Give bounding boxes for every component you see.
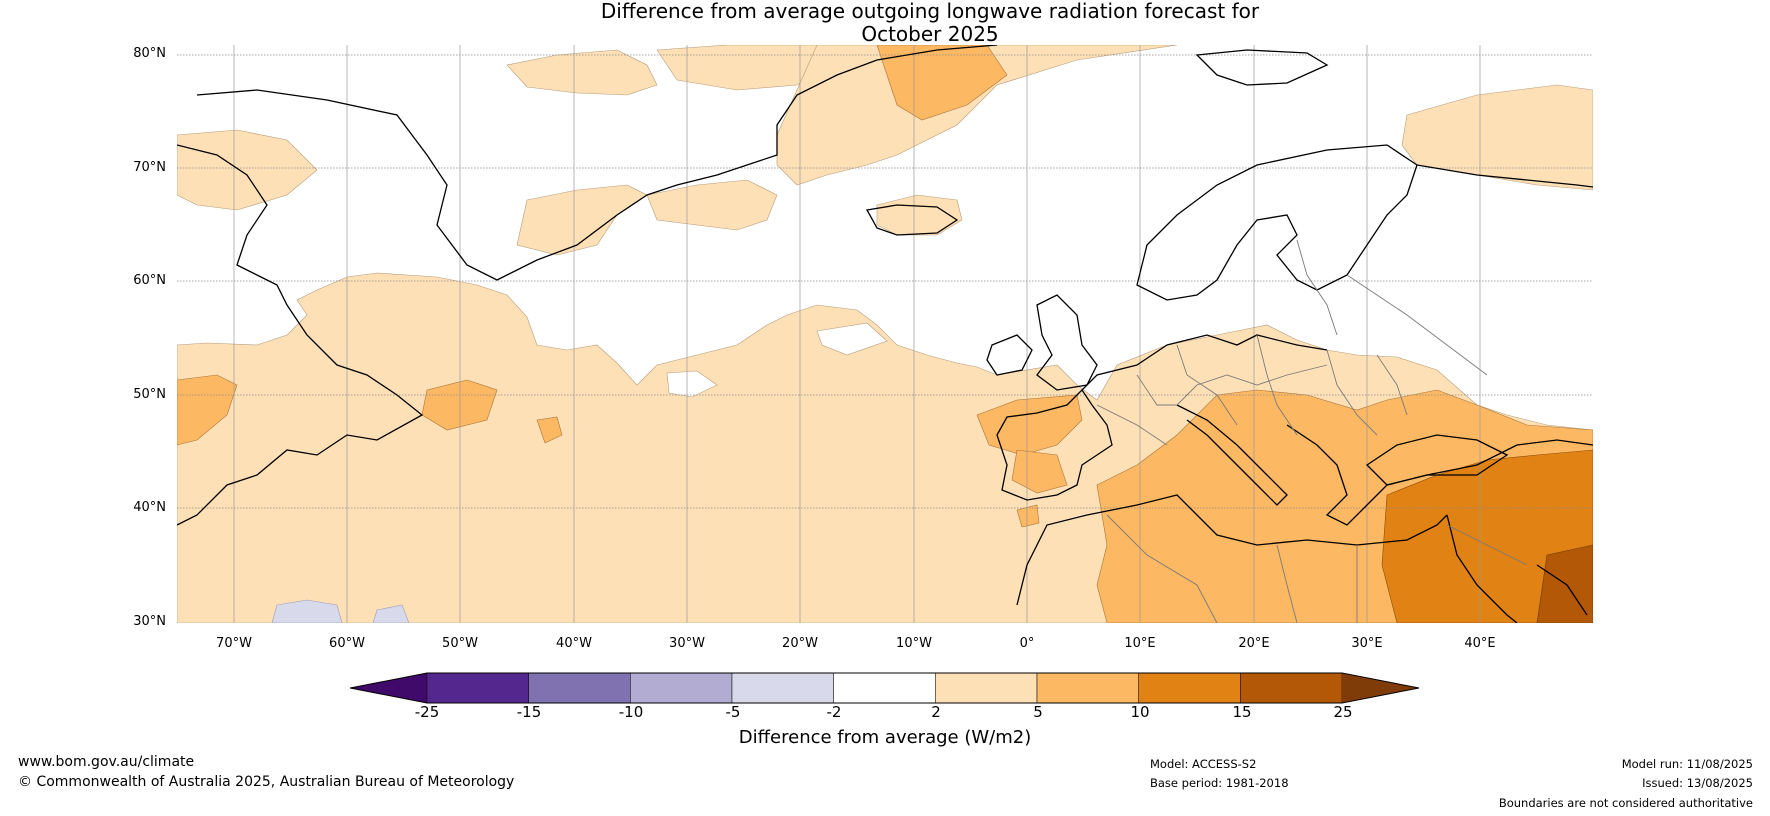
colorbar-tick-25: 25 <box>1333 703 1353 721</box>
latitude-gridlines <box>177 54 1593 509</box>
footer-url: www.bom.gov.au/climate <box>18 754 195 770</box>
europe-coast <box>1081 334 1328 391</box>
colorbar-segment <box>426 672 529 704</box>
colorbar-tick-minus10: -10 <box>618 703 644 721</box>
coastlines <box>177 45 1593 623</box>
italy-coast <box>1176 404 1288 506</box>
colorbar-segment <box>935 672 1038 704</box>
colorbar-outline <box>350 672 1420 704</box>
lat-label-40n: 40°N <box>133 500 166 515</box>
footer-model: Model: ACCESS-S2 <box>1150 757 1257 771</box>
lon-label-30e: 30°E <box>1351 636 1383 651</box>
colorbar-segment <box>1036 672 1139 704</box>
lon-label-40w: 40°W <box>556 636 592 651</box>
lon-label-40e: 40°E <box>1464 636 1496 651</box>
lat-label-50n: 50°N <box>133 387 166 402</box>
colorbar-tick-minus5: -5 <box>725 703 741 721</box>
footer-issued: Issued: 13/08/2025 <box>1642 776 1753 790</box>
footer-copyright: © Commonwealth of Australia 2025, Austra… <box>18 774 515 790</box>
lat-label-70n: 70°N <box>133 160 166 175</box>
colorbar-tick-10: 10 <box>1130 703 1150 721</box>
olr-anomaly-map <box>177 45 1593 623</box>
greenland-coast <box>196 45 998 281</box>
middle-east-coast <box>1446 514 1518 623</box>
svalbard-coast <box>1195 49 1329 86</box>
ireland-coast <box>986 334 1033 376</box>
colorbar-segments <box>350 672 1419 704</box>
map-title: Difference from average outgoing longwav… <box>230 0 1630 46</box>
lon-label-70w: 70°W <box>216 636 252 651</box>
lon-label-30w: 30°W <box>669 636 705 651</box>
lat-label-30n: 30°N <box>133 614 166 629</box>
colorbar-tick-minus2: -2 <box>826 703 842 721</box>
colorbar-tick-15: 15 <box>1232 703 1252 721</box>
colorbar-segment <box>630 672 733 704</box>
colorbar-tick-2: 2 <box>931 703 941 721</box>
footer-base-period: Base period: 1981-2018 <box>1150 776 1289 790</box>
lon-label-20w: 20°W <box>782 636 818 651</box>
iberia-coast <box>996 388 1113 501</box>
anomaly-white-patches <box>666 322 888 398</box>
colorbar-label: Difference from average (W/m2) <box>738 727 1032 748</box>
north-america-coast <box>177 144 424 526</box>
colorbar-segment <box>1240 672 1343 704</box>
lon-label-50w: 50°W <box>442 636 478 651</box>
colorbar-segment <box>1138 672 1241 704</box>
colorbar-extend-low <box>350 673 427 703</box>
colorbar <box>350 672 1420 704</box>
colorbar-tick-minus15: -15 <box>516 703 542 721</box>
colorbar-tick-5: 5 <box>1033 703 1043 721</box>
iceland-coast <box>865 204 959 236</box>
colorbar-segment <box>731 672 834 704</box>
lon-label-10e: 10°E <box>1124 636 1156 651</box>
lon-label-60w: 60°W <box>329 636 365 651</box>
black-sea-coast <box>1365 434 1509 486</box>
anomaly-minus5-to-minus2-fill <box>271 599 410 623</box>
lon-label-0: 0° <box>1019 636 1035 651</box>
longitude-gridlines <box>233 45 1481 623</box>
lat-label-80n: 80°N <box>133 46 166 61</box>
lat-label-60n: 60°N <box>133 273 166 288</box>
title-line-1: Difference from average outgoing longwav… <box>600 0 1260 23</box>
lon-label-20e: 20°E <box>1238 636 1270 651</box>
colorbar-tick-minus25: -25 <box>414 703 440 721</box>
red-sea-coast <box>1536 564 1588 616</box>
colorbar-extend-high <box>1342 673 1419 703</box>
footer-disclaimer: Boundaries are not considered authoritat… <box>1498 796 1753 810</box>
lon-label-10w: 10°W <box>896 636 932 651</box>
north-africa-coast <box>1016 494 1448 606</box>
balkans-turkey-coast <box>1286 424 1593 526</box>
title-line-2: October 2025 <box>861 22 999 46</box>
colorbar-segment <box>528 672 631 704</box>
footer-model-run: Model run: 11/08/2025 <box>1621 757 1753 771</box>
colorbar-segment <box>833 672 936 704</box>
russia-north-coast <box>1416 164 1593 188</box>
country-borders <box>1096 239 1528 623</box>
